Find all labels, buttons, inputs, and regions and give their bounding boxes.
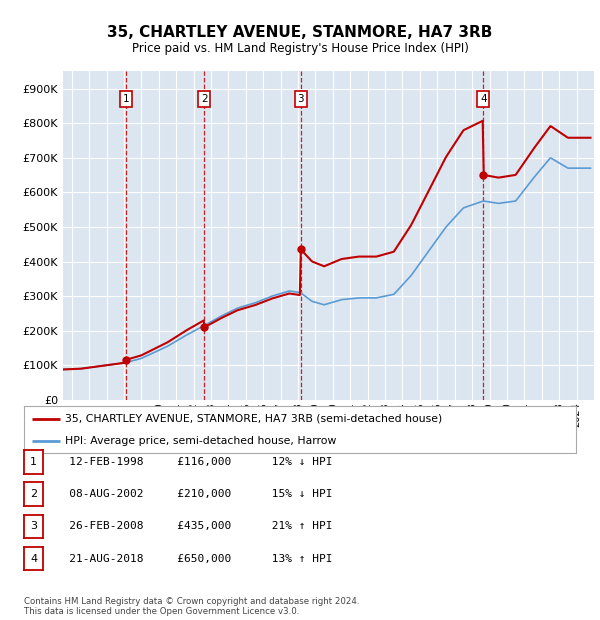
Text: 35, CHARTLEY AVENUE, STANMORE, HA7 3RB: 35, CHARTLEY AVENUE, STANMORE, HA7 3RB xyxy=(107,25,493,40)
Text: This data is licensed under the Open Government Licence v3.0.: This data is licensed under the Open Gov… xyxy=(24,607,299,616)
Text: 12-FEB-1998     £116,000      12% ↓ HPI: 12-FEB-1998 £116,000 12% ↓ HPI xyxy=(49,457,332,467)
Text: 26-FEB-2008     £435,000      21% ↑ HPI: 26-FEB-2008 £435,000 21% ↑ HPI xyxy=(49,521,332,531)
Text: 1: 1 xyxy=(30,457,37,467)
Text: 35, CHARTLEY AVENUE, STANMORE, HA7 3RB (semi-detached house): 35, CHARTLEY AVENUE, STANMORE, HA7 3RB (… xyxy=(65,414,443,423)
Text: HPI: Average price, semi-detached house, Harrow: HPI: Average price, semi-detached house,… xyxy=(65,436,337,446)
Text: 4: 4 xyxy=(30,554,37,564)
Text: Contains HM Land Registry data © Crown copyright and database right 2024.: Contains HM Land Registry data © Crown c… xyxy=(24,597,359,606)
Text: 3: 3 xyxy=(298,94,304,104)
Text: 4: 4 xyxy=(480,94,487,104)
Text: 1: 1 xyxy=(123,94,130,104)
Text: Price paid vs. HM Land Registry's House Price Index (HPI): Price paid vs. HM Land Registry's House … xyxy=(131,42,469,55)
Text: 3: 3 xyxy=(30,521,37,531)
Text: 08-AUG-2002     £210,000      15% ↓ HPI: 08-AUG-2002 £210,000 15% ↓ HPI xyxy=(49,489,332,499)
Text: 21-AUG-2018     £650,000      13% ↑ HPI: 21-AUG-2018 £650,000 13% ↑ HPI xyxy=(49,554,332,564)
Text: 2: 2 xyxy=(30,489,37,499)
Text: 2: 2 xyxy=(201,94,208,104)
